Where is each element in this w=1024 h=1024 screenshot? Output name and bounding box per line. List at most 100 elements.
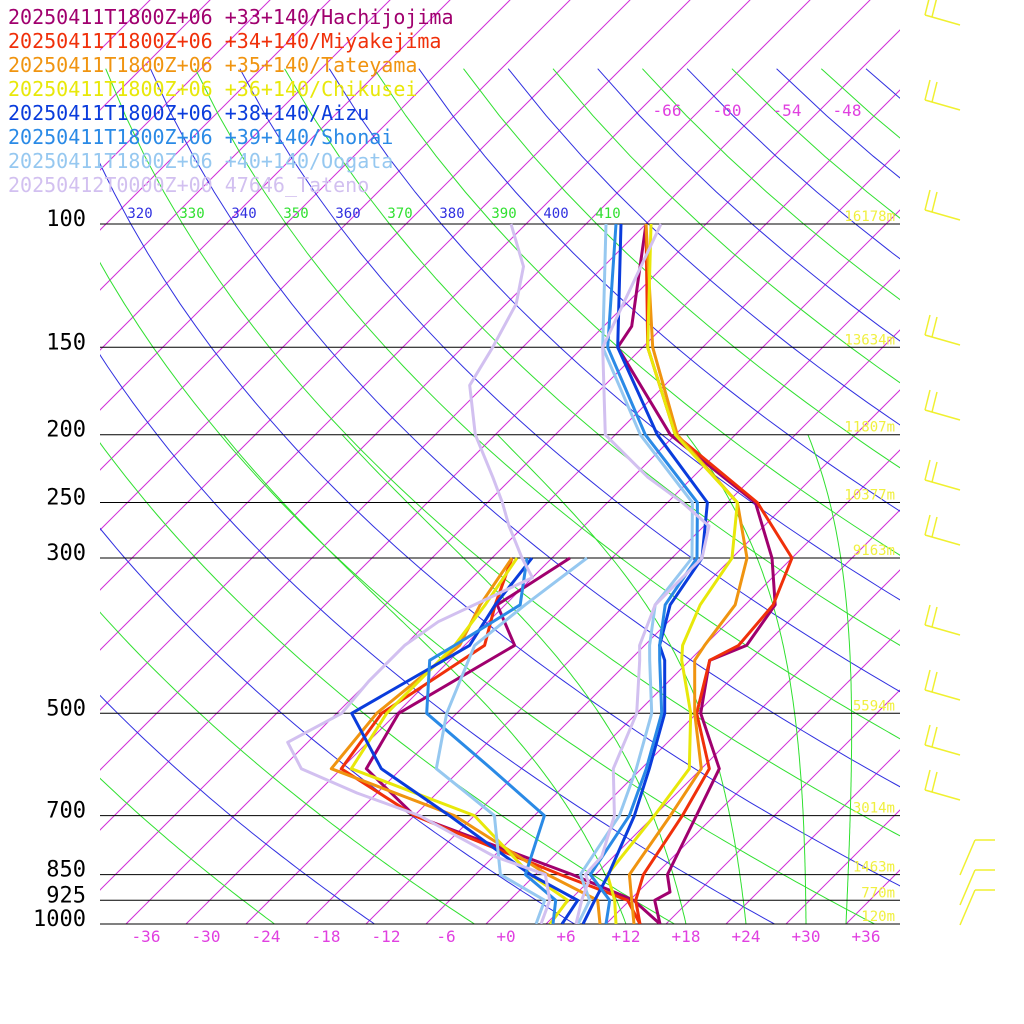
profile-dew-Oogata bbox=[434, 556, 588, 924]
isotherm-line bbox=[725, 749, 900, 924]
isotherm-line bbox=[305, 329, 900, 924]
isotherm-line bbox=[100, 0, 391, 291]
temp-tick-label: +36 bbox=[852, 927, 881, 946]
wind-barb-icon bbox=[959, 869, 995, 906]
pressure-label-700: 700 bbox=[46, 799, 86, 824]
theta-label: 320 bbox=[127, 206, 152, 222]
dry-adiabat bbox=[956, 69, 1024, 939]
dry-adiabat bbox=[100, 694, 376, 924]
dry-adiabat bbox=[100, 261, 876, 924]
dry-adiabat bbox=[100, 354, 776, 924]
profile-dew-Shonai bbox=[425, 557, 558, 924]
wind-barb-icon bbox=[924, 459, 961, 491]
theta-label: 390 bbox=[491, 206, 516, 222]
profile-dew-47646_Tateno bbox=[286, 223, 552, 924]
wind-barb-icon bbox=[924, 769, 961, 801]
pressure-label-100: 100 bbox=[46, 207, 86, 232]
wind-barbs bbox=[924, 0, 995, 926]
dry-adiabat bbox=[507, 68, 900, 426]
theta-label: 360 bbox=[335, 206, 360, 222]
profile-temp-Hachijojima bbox=[616, 223, 777, 924]
isotherm-line bbox=[485, 509, 900, 924]
temp-tick-label: -36 bbox=[132, 927, 161, 946]
wind-barb-icon bbox=[959, 839, 995, 876]
wind-barb-icon bbox=[924, 0, 961, 26]
legend-item: 20250411T1800Z+06 +39+140/Shonai bbox=[8, 125, 393, 149]
legend-item: 20250411T1800Z+06 +34+140/Miyakejima bbox=[8, 29, 441, 53]
wind-barb-icon bbox=[924, 314, 961, 346]
isotherm-line bbox=[906, 0, 1024, 924]
height-label-150: 13634m bbox=[844, 332, 895, 348]
wind-barb-icon bbox=[924, 514, 961, 546]
dry-adiabat bbox=[100, 527, 576, 924]
moist-adiabat bbox=[223, 434, 627, 924]
moist-adiabat bbox=[686, 434, 807, 924]
isotherm-line bbox=[245, 269, 900, 924]
height-label-300: 9163m bbox=[853, 543, 895, 559]
moist-adiabat bbox=[497, 434, 747, 924]
isotherm-label: -66 bbox=[653, 101, 682, 120]
dry-adiabat bbox=[105, 68, 900, 837]
legend-item: 20250411T1800Z+06 +40+140/Oogata bbox=[8, 149, 393, 173]
height-label-250: 10377m bbox=[844, 488, 895, 504]
dry-adiabat bbox=[820, 68, 900, 139]
legend-item: 20250412T0000Z+00 47646_Tateno bbox=[8, 173, 369, 197]
height-label-850: 1463m bbox=[853, 860, 895, 876]
wind-barb-icon bbox=[924, 669, 961, 701]
wind-barb-icon bbox=[924, 604, 961, 636]
temp-tick-label: -30 bbox=[192, 927, 221, 946]
wind-barb-icon bbox=[924, 189, 961, 221]
legend-item: 20250411T1800Z+06 +36+140/Chikusei bbox=[8, 77, 417, 101]
isobar-lines bbox=[100, 223, 900, 925]
dry-adiabat bbox=[100, 162, 900, 887]
wind-barb-icon bbox=[924, 79, 961, 111]
temp-tick-label: +30 bbox=[792, 927, 821, 946]
isotherm-line bbox=[100, 0, 511, 411]
pressure-label-850: 850 bbox=[46, 858, 86, 883]
height-label-500: 5594m bbox=[853, 698, 895, 714]
dry-adiabat bbox=[418, 68, 900, 512]
isotherm-line bbox=[545, 569, 900, 924]
sounding-profiles bbox=[286, 223, 794, 924]
profile-temp-Oogata bbox=[576, 223, 694, 924]
pressure-label-1000: 1000 bbox=[33, 907, 86, 932]
isotherm-line bbox=[100, 0, 871, 771]
isotherm-line bbox=[100, 0, 631, 531]
isotherm-label: -48 bbox=[833, 101, 862, 120]
temp-tick-label: -24 bbox=[252, 927, 281, 946]
moist-adiabat bbox=[341, 434, 687, 924]
theta-label: 350 bbox=[283, 206, 308, 222]
dry-adiabat bbox=[776, 68, 900, 179]
isotherm-line bbox=[100, 29, 900, 831]
isotherm-line bbox=[100, 0, 691, 591]
isotherm-label: -60 bbox=[713, 101, 742, 120]
theta-label: 330 bbox=[179, 206, 204, 222]
moist-adiabat bbox=[807, 434, 853, 924]
height-label-100: 16178m bbox=[844, 209, 895, 225]
dry-adiabat bbox=[463, 68, 900, 469]
wind-barb-icon bbox=[924, 389, 961, 421]
wind-barb-icon bbox=[959, 889, 995, 926]
isotherm-line bbox=[100, 89, 900, 891]
temp-tick-label: +6 bbox=[556, 927, 575, 946]
isotherm-line bbox=[605, 629, 900, 924]
isotherm-line bbox=[365, 389, 900, 924]
isotherm-line bbox=[100, 0, 751, 651]
theta-label: 400 bbox=[543, 206, 568, 222]
theta-label: 370 bbox=[387, 206, 412, 222]
temp-tick-label: +0 bbox=[496, 927, 515, 946]
profile-dew-Aizu bbox=[350, 557, 580, 924]
pressure-label-250: 250 bbox=[46, 486, 86, 511]
axis-labels: 100 16178m 150 13634m 200 11807m 250 10377m 300 9… bbox=[33, 101, 895, 946]
height-label-925: 770m bbox=[861, 885, 895, 901]
profile-temp-Aizu bbox=[581, 223, 709, 924]
isotherm-line bbox=[100, 0, 811, 711]
profile-temp-Chikusei bbox=[605, 223, 739, 924]
theta-label: 380 bbox=[439, 206, 464, 222]
temp-tick-label: +12 bbox=[612, 927, 641, 946]
isotherm-line bbox=[100, 0, 331, 231]
legend-item: 20250411T1800Z+06 +35+140/Tateyama bbox=[8, 53, 417, 77]
theta-label: 410 bbox=[595, 206, 620, 222]
temp-tick-label: +18 bbox=[672, 927, 701, 946]
